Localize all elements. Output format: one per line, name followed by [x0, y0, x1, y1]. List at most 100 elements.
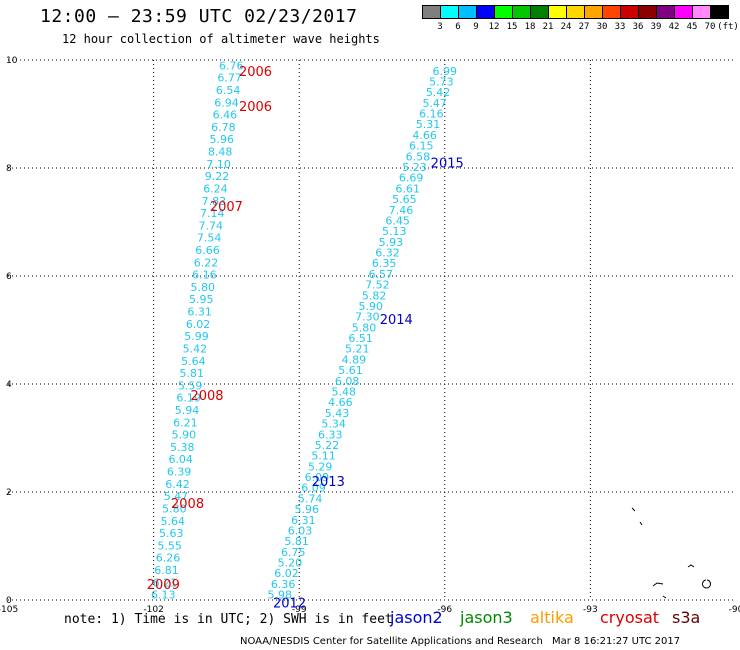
wave-height-label: 5.95 — [189, 293, 214, 306]
wave-height-label: 5.34 — [321, 418, 346, 431]
wave-height-label: 6.24 — [203, 182, 228, 195]
wave-height-label: 7.46 — [389, 204, 414, 217]
wave-height-label: 7.52 — [365, 279, 390, 292]
wave-height-label: 6.15 — [409, 140, 434, 153]
wave-height-label: 5.55 — [157, 539, 182, 552]
legend-label: (ft) — [717, 22, 739, 32]
wave-height-label: 7.10 — [206, 158, 231, 171]
wave-height-label: 6.04 — [168, 453, 193, 466]
page-title: 12:00 – 23:59 UTC 02/23/2017 — [40, 6, 358, 27]
wave-height-label: 6.19 — [176, 392, 201, 405]
wave-height-label: 6.54 — [216, 84, 241, 97]
legend-label: 27 — [578, 22, 590, 32]
pass-annotation: 2013 — [312, 475, 345, 490]
x-tick-label: -99 — [292, 605, 307, 615]
wave-height-label: 5.29 — [308, 460, 333, 473]
wave-height-label: 5.80 — [162, 502, 187, 515]
legend-label: 6 — [455, 22, 461, 32]
wave-height-label: 5.22 — [315, 439, 340, 452]
wave-height-label: 6.81 — [154, 564, 179, 577]
wave-height-label: 6.02 — [186, 318, 211, 331]
wave-height-label: 6.42 — [165, 478, 190, 491]
legend-label: 45 — [686, 22, 698, 32]
x-tick-label: -90 — [729, 605, 740, 615]
wave-height-label: 5.59 — [178, 379, 203, 392]
wave-height-label: 4.66 — [412, 129, 437, 142]
legend-label: 39 — [650, 22, 662, 32]
wave-height-label: 5.42 — [426, 86, 451, 99]
wave-height-label: 5.80 — [191, 281, 216, 294]
wave-height-label: 5.82 — [362, 289, 387, 302]
credit-line: NOAA/NESDIS Center for Satellite Applica… — [240, 636, 543, 647]
legend-label: 30 — [596, 22, 608, 32]
wave-height-label: 5.96 — [294, 503, 319, 516]
pass-annotation: 2006 — [239, 100, 272, 115]
pass-annotation: 2008 — [190, 389, 223, 404]
legend-label: 15 — [506, 22, 518, 32]
wave-height-label: 5.31 — [416, 118, 441, 131]
legend-label: 33 — [614, 22, 626, 32]
wave-height-label: 5.94 — [175, 404, 200, 417]
wave-height-label: 6.57 — [369, 268, 394, 281]
satellite-cryosat: cryosat — [600, 608, 660, 627]
wave-height-label: 6.26 — [156, 552, 181, 565]
wave-height-label: 6.46 — [213, 109, 238, 122]
legend-label: 24 — [560, 22, 572, 32]
wave-height-label: 5.47 — [422, 97, 447, 110]
wave-height-label: 6.16 — [419, 108, 444, 121]
pass-annotation: 2006 — [239, 65, 272, 80]
wave-height-label: 6.77 — [217, 72, 242, 85]
wave-height-label: 9.22 — [205, 170, 230, 183]
satellite-altika: altika — [530, 608, 574, 627]
legend-label: 18 — [524, 22, 536, 32]
pass-annotation: 2015 — [431, 157, 464, 172]
wave-height-label: 6.33 — [318, 428, 343, 441]
pass-annotation: 2014 — [380, 313, 413, 328]
x-tick-label: -93 — [583, 605, 598, 615]
legend-label: 21 — [542, 22, 554, 32]
wave-height-label: 5.61 — [338, 364, 363, 377]
wave-height-label: 7.74 — [198, 219, 223, 232]
x-tick-label: -96 — [437, 605, 452, 615]
wave-height-label: 6.08 — [335, 375, 360, 388]
legend-label: 70 — [704, 22, 716, 32]
wave-height-label: 5.20 — [278, 557, 303, 570]
wave-height-label: 6.76 — [219, 59, 244, 72]
wave-height-label: 5.64 — [161, 515, 186, 528]
y-tick-label: 6 — [6, 272, 12, 282]
y-tick-label: 2 — [6, 488, 12, 498]
legend-label: 36 — [632, 22, 644, 32]
wave-height-label: 6.31 — [291, 514, 316, 527]
y-tick-label: 0 — [6, 596, 12, 606]
coastline-fragment — [631, 507, 636, 512]
wave-height-label: 5.98 — [268, 589, 293, 602]
wave-height-label: 6.94 — [214, 96, 239, 109]
wave-height-label: 6.09 — [305, 471, 330, 484]
wave-height-label: 6.21 — [173, 416, 198, 429]
legend-label: 9 — [473, 22, 479, 32]
wave-height-label: 6.39 — [167, 466, 192, 479]
wave-height-label: 5.96 — [210, 133, 235, 146]
wave-height-label: 6.75 — [281, 546, 306, 559]
wave-height-label: 5.63 — [159, 527, 184, 540]
coastline-fragment — [702, 579, 711, 589]
wave-height-label: 5.23 — [402, 161, 427, 174]
wave-height-label: 6.69 — [399, 172, 424, 185]
y-tick-label: 4 — [6, 380, 12, 390]
satellite-s3a: s3a — [672, 608, 701, 627]
wave-height-label: 5.64 — [181, 355, 206, 368]
wave-height-label: 6.22 — [194, 256, 219, 269]
wave-height-label: 5.11 — [311, 450, 336, 463]
wave-height-label: 6.66 — [195, 244, 220, 257]
wave-height-label: 7.83 — [202, 195, 227, 208]
satellite-jason3: jason3 — [460, 608, 513, 627]
wave-height-label: 7.14 — [200, 207, 225, 220]
wave-height-label: 5.90 — [172, 429, 197, 442]
wave-height-label: 6.45 — [385, 214, 410, 227]
wave-height-label: 5.81 — [179, 367, 204, 380]
wave-height-label: 6.16 — [192, 269, 217, 282]
x-tick-label: -105 — [0, 605, 18, 615]
wave-height-label: 5.43 — [325, 407, 350, 420]
coastline-fragment — [687, 564, 695, 568]
